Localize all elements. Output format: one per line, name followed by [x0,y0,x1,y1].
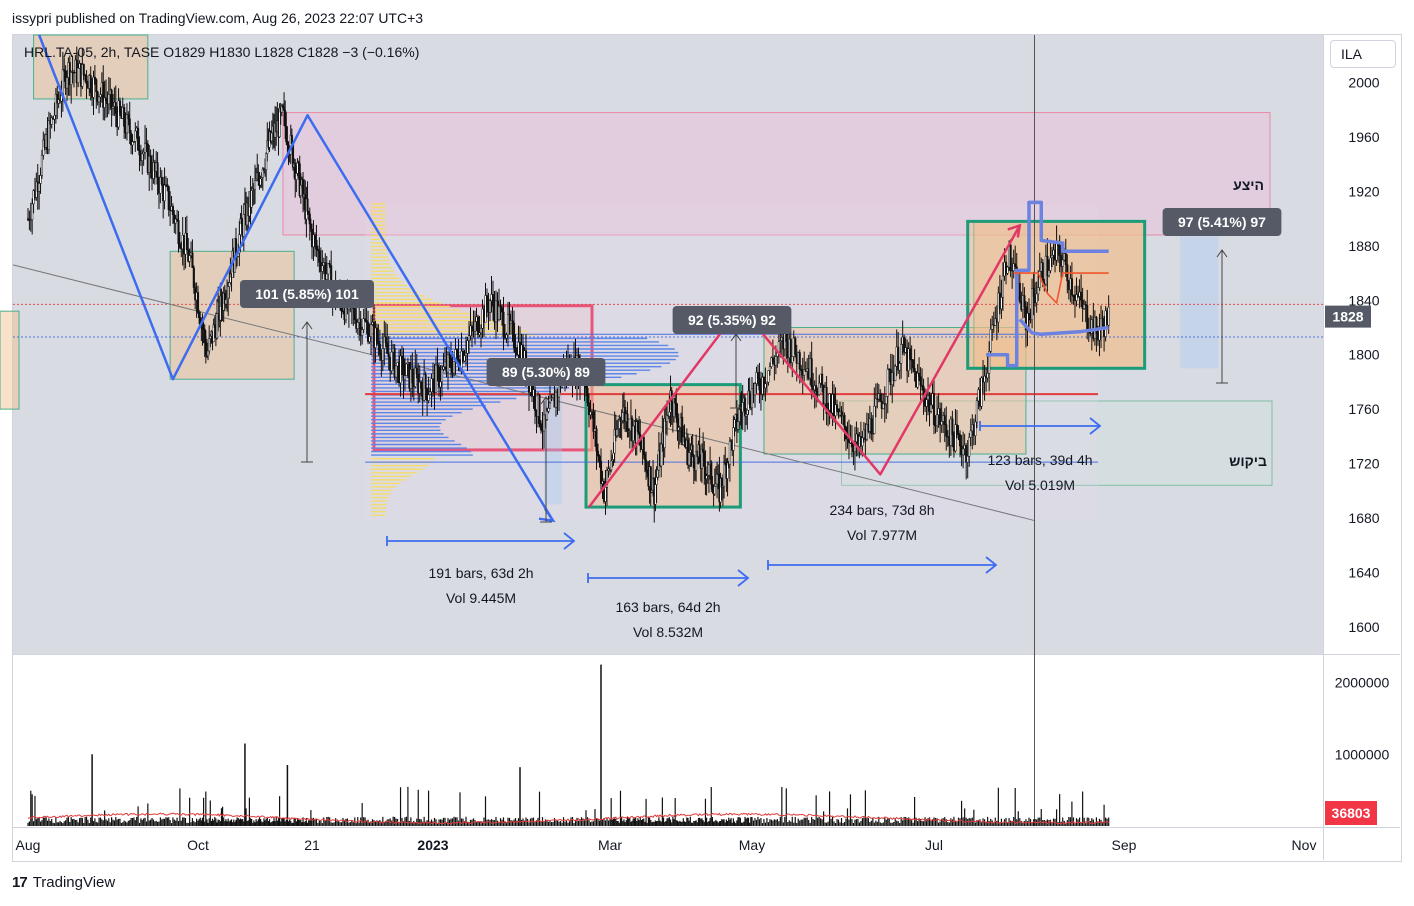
volume-pane-bg [13,655,1323,826]
last-volume-bg [1325,801,1377,825]
range-vol-123: Vol 5.019M [1005,477,1075,493]
time-tick-2023: 2023 [417,837,448,853]
pink-arrowhead [1007,223,1022,238]
publish-info: issypri published on TradingView.com, Au… [12,10,424,26]
measure-label-97: 97 (5.41%) 97 [1178,214,1266,230]
range-text-163: 163 bars, 64d 2h [615,599,720,615]
measure-label-101-bg [240,280,374,308]
date-range-arrow-2 [587,569,750,587]
blue-arrowhead [538,507,556,523]
measure-arrow-101 [301,321,313,463]
chart-frame [12,34,1402,862]
pink-zigzag [588,224,1021,508]
measure-label-89-bg [486,358,606,386]
date-range-arrow-3 [767,556,998,574]
trend-line [12,264,1036,522]
anchored-vwap-lower [1018,318,1109,337]
measure-box-right [1180,236,1219,369]
anchored-vwap-mid [1013,272,1109,304]
price-tick-1680: 1680 [1348,510,1379,526]
date-range-arrow-4 [979,417,1102,435]
time-tick-Oct: Oct [187,837,209,853]
volume-ma-line [27,812,1110,825]
time-tick-21: 21 [304,837,320,853]
date-range-arrow-1 [386,532,576,550]
range-text-123: 123 bars, 39d 4h [987,452,1092,468]
time-tick-Nov: Nov [1292,837,1317,853]
measure-label-101: 101 (5.85%) 101 [255,286,359,302]
price-tick-2000: 2000 [1348,75,1379,91]
range-vol-234: Vol 7.977M [847,527,917,543]
price-tick-1600: 1600 [1348,619,1379,635]
last-price-bg [1325,305,1371,328]
tradingview-logo: 17 TradingView [12,874,115,891]
range-text-234: 234 bars, 73d 8h [829,502,934,518]
currency-selector[interactable]: ILA [1330,40,1396,68]
measure-label-92-bg [672,306,792,334]
price-tick-1920: 1920 [1348,183,1379,199]
range-vol-163: Vol 8.532M [633,624,703,640]
brand-name: TradingView [32,874,116,891]
time-tick-Jul: Jul [925,837,943,853]
measure-label-92: 92 (5.35%) 92 [688,312,776,328]
range-text-191: 191 bars, 63d 2h [428,565,533,581]
price-tick-1720: 1720 [1348,456,1379,472]
time-tick-May: May [739,837,765,853]
supply-zone-label: היצע [1233,177,1264,193]
tv-logo-icon: 17 [12,874,28,891]
last-price-label: 1828 [1332,309,1363,325]
range-vol-191: Vol 9.445M [446,590,516,606]
left-edge-box [0,310,20,410]
price-tick-1800: 1800 [1348,347,1379,363]
volume-tick-2000000: 2000000 [1335,675,1390,691]
volume-tick-1000000: 1000000 [1335,746,1390,762]
price-tick-1880: 1880 [1348,238,1379,254]
price-tick-1640: 1640 [1348,564,1379,580]
symbol-legend[interactable]: HRL.TA-05, 2h, TASE O1829 H1830 L1828 C1… [24,44,420,60]
time-tick-Aug: Aug [16,837,41,853]
price-pane-bg [13,35,1323,654]
measure-arrow-89 [540,396,552,523]
supply-zone-box [282,112,1271,236]
blue-zigzag [37,34,555,522]
measure-label-97-bg [1162,208,1282,236]
price-tick-1840: 1840 [1348,292,1379,308]
price-tick-1960: 1960 [1348,129,1379,145]
demand-zone-label: ביקוש [1229,453,1267,469]
time-tick-Sep: Sep [1112,837,1137,853]
last-volume-label: 36803 [1332,805,1371,821]
anchored-vwap-upper [986,200,1109,368]
price-tick-1760: 1760 [1348,401,1379,417]
measure-label-89: 89 (5.30%) 89 [502,364,590,380]
time-tick-Mar: Mar [598,837,622,853]
measure-arrow-97 [1216,249,1228,384]
